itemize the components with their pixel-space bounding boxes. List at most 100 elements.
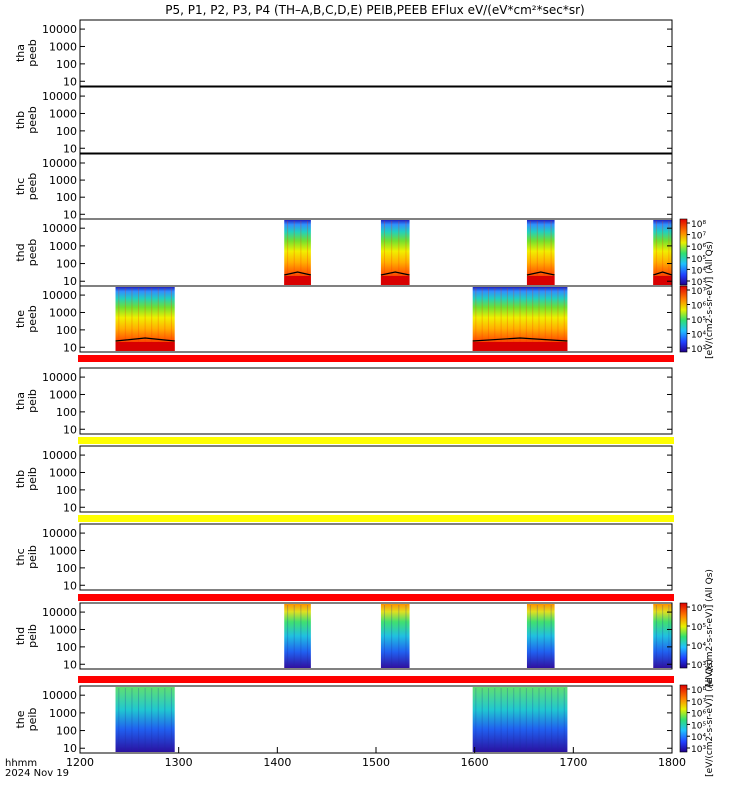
low-energy-band — [472, 342, 568, 351]
data-block-1653-1681 — [526, 604, 555, 668]
colorbar-unit-label: [eV/(cm2-s-sr-eV)] (All Qs) — [705, 569, 715, 687]
data-block-1407-1434 — [284, 220, 311, 285]
panel-frame — [79, 602, 673, 670]
y-tick-label: 1000 — [49, 40, 77, 53]
colorbar-unit-label: [eV/(cm2-s-sr-eV)] (All Qs) — [705, 241, 715, 359]
quality-flag-bar-yellow — [78, 437, 674, 444]
low-energy-band — [653, 276, 672, 285]
y-tick-label: 1000 — [49, 623, 77, 636]
colorbar-tick-label: 10⁷ — [691, 232, 706, 242]
colorbar-tick-label: 10⁸ — [691, 220, 706, 230]
spacecraft-potential-line — [115, 337, 175, 342]
colorbar-tick-label: 10⁶ — [691, 604, 706, 614]
panel-frame — [79, 285, 673, 353]
panel-probe-label: thb — [14, 111, 27, 129]
y-tick-label: 10000 — [42, 606, 77, 619]
y-tick-label: 100 — [56, 191, 77, 204]
x-tick-label: 1400 — [263, 756, 291, 769]
x-tick-label: 1200 — [66, 756, 94, 769]
colorbar: 10⁷ 10⁶ 10⁵ 10⁴ 10³ — [679, 285, 706, 355]
data-block-1653-1681 — [526, 220, 555, 285]
colorbar-unit-label: [eV/(cm2-s-sr-eV)] (All Qs) — [705, 659, 715, 777]
y-tick-label: 10000 — [42, 90, 77, 103]
panel-product-label: peib — [26, 624, 39, 648]
data-block-1781-1800 — [653, 604, 672, 668]
colorbar-tick-label: 10⁷ — [691, 287, 706, 297]
colorbar-tick-label: 10⁶ — [691, 243, 706, 253]
panel-frame — [79, 19, 673, 87]
x-tick-label: 1500 — [362, 756, 390, 769]
y-tick-label: 10 — [63, 742, 77, 755]
colorbar-tick-label: 10⁸ — [691, 686, 706, 696]
colorbar-tick-label: 10³ — [691, 278, 706, 288]
low-energy-band — [380, 276, 410, 285]
data-block-1598-1694 — [472, 687, 568, 752]
low-energy-band — [526, 276, 555, 285]
quality-flag-bar-yellow — [78, 515, 674, 522]
y-tick-label: 1000 — [49, 544, 77, 557]
spectrogram-panel-tha-peib: 10 100 1000 10000 tha peib — [14, 367, 673, 436]
x-tick-label: 1800 — [658, 756, 686, 769]
panel-product-label: peib — [26, 708, 39, 732]
y-tick-label: 10000 — [42, 449, 77, 462]
y-tick-label: 100 — [56, 58, 77, 71]
y-tick-label: 1000 — [49, 388, 77, 401]
panel-frame — [79, 523, 673, 591]
panel-frame — [79, 86, 673, 154]
panel-probe-label: the — [14, 310, 27, 328]
y-tick-label: 1000 — [49, 306, 77, 319]
colorbar-tick-label: 10⁴ — [691, 642, 706, 652]
spacecraft-potential-line — [472, 337, 568, 342]
spacecraft-potential-line — [380, 271, 410, 276]
y-tick-label: 10 — [63, 275, 77, 288]
colorbar-tick-label: 10³ — [691, 661, 706, 671]
panel-product-label: peib — [26, 389, 39, 413]
quality-flag-bar-red — [78, 676, 674, 683]
data-block-1505-1534 — [380, 604, 410, 668]
colorbar-tick-label: 10⁵ — [691, 623, 706, 633]
panel-probe-label: thc — [14, 178, 27, 195]
panel-frame — [79, 367, 673, 435]
spectrogram-panel-thc-peeb: 10 100 1000 10000 thc peeb — [14, 153, 673, 221]
y-tick-label: 10 — [63, 208, 77, 221]
panel-frame — [79, 218, 673, 287]
colorbar-tick-label: 10⁷ — [691, 698, 706, 708]
panel-frame — [79, 153, 673, 220]
y-tick-label: 10 — [63, 658, 77, 671]
panel-product-label: peeb — [26, 106, 39, 134]
colorbar-tick-label: 10⁴ — [691, 331, 706, 341]
panel-probe-label: thd — [14, 243, 27, 261]
y-tick-label: 10000 — [42, 371, 77, 384]
x-tick-label: 1600 — [461, 756, 489, 769]
colorbar-gradient — [679, 684, 688, 753]
y-tick-label: 10000 — [42, 222, 77, 235]
colorbar-tick-label: 10⁵ — [691, 316, 706, 326]
y-tick-label: 10 — [63, 341, 77, 354]
panel-frame — [79, 445, 673, 513]
colorbar-gradient — [679, 602, 688, 669]
y-tick-label: 10 — [63, 501, 77, 514]
quality-flag-bar-red — [78, 355, 674, 362]
panel-probe-label: thc — [14, 548, 27, 565]
colorbar-tick-label: 10⁶ — [691, 710, 706, 720]
y-tick-label: 100 — [56, 484, 77, 497]
figure-title: P5, P1, P2, P3, P4 (TH–A,B,C,D,E) PEIB,P… — [165, 3, 584, 17]
spectrogram-panel-thb-peib: 10 100 1000 10000 thb peib — [14, 445, 673, 514]
y-tick-label: 100 — [56, 641, 77, 654]
colorbar-tick-label: 10³ — [691, 345, 706, 355]
spectrogram-panel-thd-peib: 10 100 1000 10000 thd peib — [14, 602, 673, 671]
panel-product-label: peeb — [26, 305, 39, 333]
colorbar: 10⁶ 10⁵ 10⁴ 10³ — [679, 602, 706, 671]
colorbar-tick-label: 10⁵ — [691, 721, 706, 731]
panel-product-label: peib — [26, 467, 39, 491]
colorbar-tick-label: 10⁵ — [691, 255, 706, 265]
panel-product-label: peeb — [26, 39, 39, 67]
y-tick-label: 10 — [63, 142, 77, 155]
y-tick-label: 10 — [63, 75, 77, 88]
data-block-1236-1296 — [115, 687, 175, 752]
colorbar-tick-label: 10⁴ — [691, 266, 706, 276]
y-tick-label: 1000 — [49, 466, 77, 479]
panel-product-label: peib — [26, 545, 39, 569]
